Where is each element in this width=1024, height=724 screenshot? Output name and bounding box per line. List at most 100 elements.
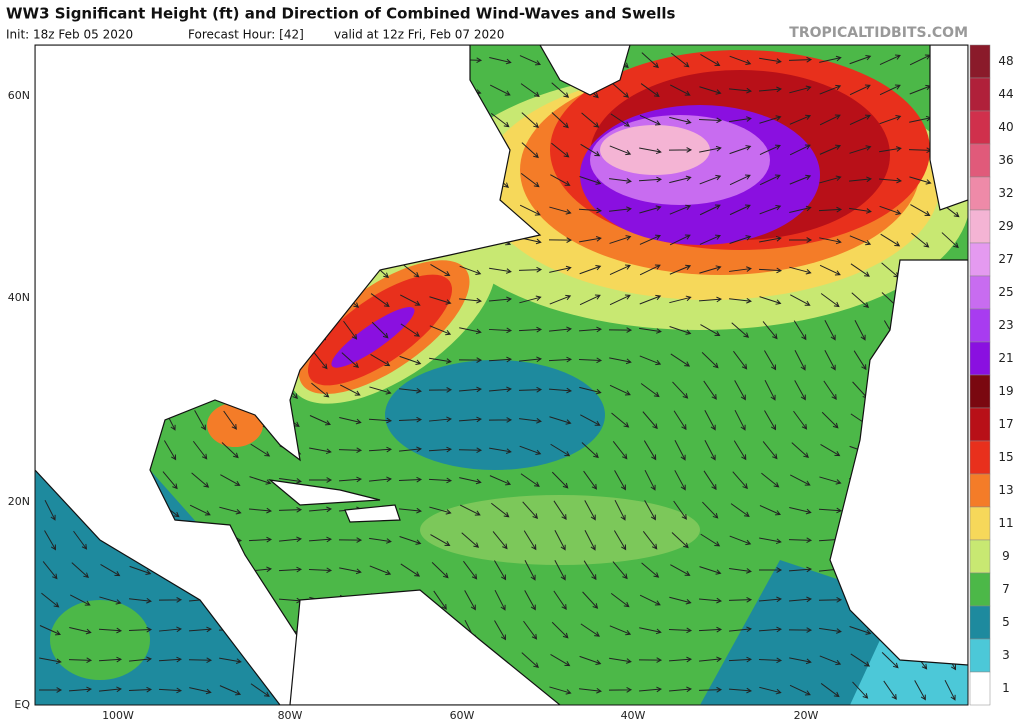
lon-label: 100W	[102, 709, 134, 722]
wave-arrow	[704, 410, 716, 431]
wave-arrow	[614, 499, 626, 521]
wave-arrow	[608, 327, 633, 333]
wave-arrow	[729, 55, 752, 66]
wave-arrow	[732, 471, 748, 490]
wave-arrow	[699, 174, 722, 185]
south-america	[289, 589, 561, 705]
wave-arrow	[312, 351, 328, 370]
wave-arrow	[849, 84, 871, 96]
wave-arrow	[188, 657, 213, 664]
wave-arrow	[640, 83, 660, 98]
lat-label: 40N	[8, 291, 30, 304]
wave-arrow	[488, 327, 513, 334]
wave-arrow	[819, 114, 841, 126]
wave-arrow	[583, 560, 597, 581]
wave-arrow	[69, 626, 92, 635]
wave-arrow	[788, 56, 813, 63]
wave-arrow	[764, 410, 777, 431]
wave-arrow	[370, 293, 390, 308]
wave-arrow	[548, 387, 573, 394]
wave-arrow	[699, 265, 722, 274]
wave-arrow	[789, 144, 811, 156]
wave-arrow	[463, 560, 478, 580]
wave-arrow	[790, 294, 811, 306]
wave-arrow	[669, 175, 692, 184]
wave-arrow	[399, 355, 422, 365]
colorbar-label: 23	[998, 318, 1013, 332]
wave-arrow	[39, 625, 61, 636]
wave-arrow	[821, 411, 839, 429]
wave-arrow	[728, 596, 753, 603]
colorbar-swatch	[969, 77, 991, 112]
wave-arrow	[579, 264, 602, 275]
wave-arrow	[400, 563, 421, 577]
wave-arrow	[550, 174, 571, 186]
wave-arrow	[461, 532, 480, 548]
wave-arrow	[249, 476, 272, 485]
wave-arrow	[550, 443, 571, 457]
wave-arrow	[400, 294, 421, 306]
wave-arrow	[670, 52, 690, 68]
wave-arrow	[68, 686, 93, 693]
colorbar-label: 25	[998, 285, 1013, 299]
wave-arrow	[879, 115, 902, 125]
colorbar-label: 13	[998, 483, 1013, 497]
wave-arrow	[729, 535, 752, 546]
europe	[929, 45, 968, 211]
wave-arrow	[731, 322, 750, 338]
valid-time: valid at 12z Fri, Feb 07 2020	[334, 28, 504, 42]
wave-arrow	[729, 626, 752, 633]
wave-arrow	[44, 530, 57, 551]
wave-arrow	[614, 470, 626, 491]
wave-arrow	[642, 530, 658, 550]
map-frame	[34, 44, 969, 706]
lon-label: 40W	[621, 709, 646, 722]
wave-arrow	[789, 85, 812, 94]
wave-arrow	[578, 326, 603, 333]
wave-arrow	[551, 142, 570, 158]
colorbar-swatch	[969, 638, 991, 673]
colorbar-label: 32	[998, 186, 1013, 200]
wave-arrow	[189, 687, 212, 695]
wave-arrow	[519, 295, 542, 304]
wave-arrow	[759, 86, 782, 93]
wave-arrow	[609, 357, 632, 365]
wave-arrow	[579, 655, 602, 665]
wave-arrow	[158, 687, 183, 694]
lon-label: 60W	[450, 709, 475, 722]
wave-arrow	[819, 55, 842, 63]
colorbar-swatch	[969, 473, 991, 508]
wave-arrow	[339, 416, 362, 425]
wave-arrow	[851, 292, 870, 308]
wave-arrow	[700, 324, 721, 337]
wave-arrow	[789, 205, 812, 213]
wave-arrow	[669, 116, 692, 125]
wave-arrow	[524, 590, 536, 611]
wave-arrow	[129, 565, 152, 575]
wave-arrow	[609, 384, 631, 396]
wave-arrow	[609, 178, 632, 184]
wave-arrow	[519, 445, 542, 456]
wave-arrow	[639, 627, 662, 635]
wave-arrow	[699, 234, 722, 245]
title: WW3 Significant Height (ft) and Directio…	[6, 5, 676, 23]
colorbar-swatch	[969, 341, 991, 376]
colorbar-swatch	[969, 374, 991, 409]
wave-arrow	[430, 264, 451, 277]
wave-arrow	[73, 530, 88, 550]
wave-arrow	[549, 294, 572, 305]
wave-arrow	[849, 235, 872, 246]
colorbar-label: 48	[998, 54, 1013, 68]
wave-arrow	[459, 265, 482, 276]
wave-arrow	[551, 112, 569, 129]
wave-arrow	[250, 443, 271, 457]
wave-arrow	[458, 447, 483, 454]
wave-arrow	[369, 537, 392, 544]
wave-arrow	[549, 265, 572, 273]
wave-arrow	[879, 84, 901, 96]
wave-arrow	[729, 145, 752, 155]
wave-arrow	[458, 386, 482, 393]
wave-arrow	[733, 440, 747, 461]
wave-arrow	[849, 54, 872, 65]
wave-arrow	[519, 204, 541, 216]
